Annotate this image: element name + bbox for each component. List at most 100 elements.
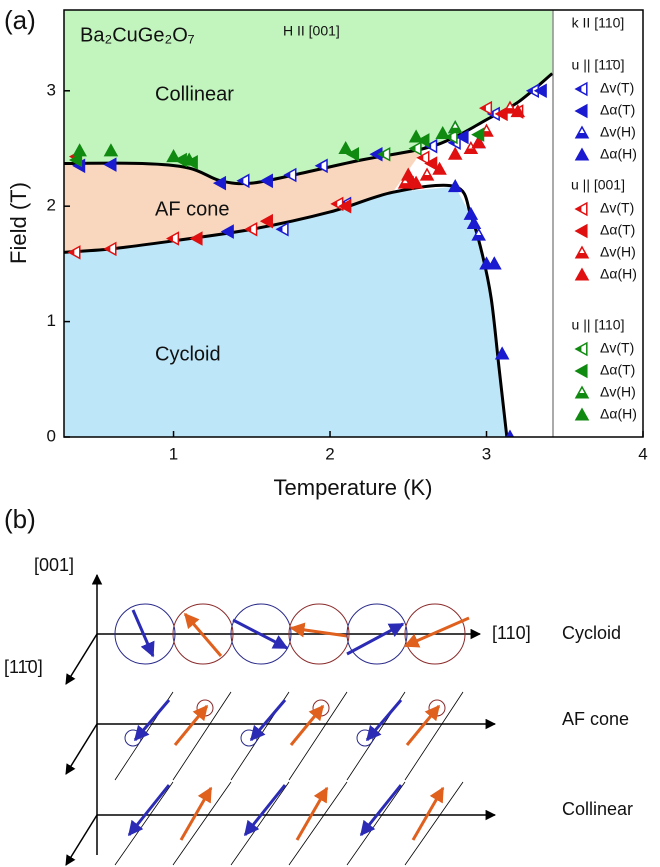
site-line [172,691,232,781]
legend-marker [574,103,588,119]
x-tick-label: 4 [638,444,647,463]
axis-label: [110] [492,623,531,643]
data-point [236,173,250,189]
marker-half [576,253,588,258]
marker-half [245,226,252,233]
site-line [404,691,464,781]
data-point [283,167,297,183]
y-tick-label: 0 [47,426,56,445]
marker-half [104,245,111,252]
spin [289,704,325,746]
subtitle: H II [001] [283,23,340,39]
marker-shape [314,158,328,174]
marker-shape [447,179,463,193]
data-point [471,135,486,149]
data-point [502,100,518,114]
marker-shape [345,146,360,162]
data-point [166,149,181,163]
marker-half [472,235,485,240]
marker-shape [408,129,424,143]
marker-half [167,235,173,242]
spin [179,786,213,841]
legend-label: Δv(T) [600,340,634,356]
marker-shape [400,167,416,181]
site-line [404,781,464,866]
legend-label: Δα(H) [600,146,637,162]
marker-shape [574,363,588,379]
marker-shape [416,133,430,148]
region-label: AF cone [155,198,229,220]
spin [359,784,403,837]
y-tick-label: 1 [47,311,56,330]
spin [346,622,405,656]
data-point [471,227,486,241]
marker-half [576,346,582,352]
spin [127,784,171,837]
spin-cone [288,603,350,665]
legend-marker [574,147,590,161]
spin [133,699,171,742]
site-line [230,781,290,866]
marker-shape [103,143,119,157]
marker-shape [574,267,590,281]
data-point [533,83,547,99]
site-line [114,781,174,866]
legend-group-title: u || [001] [571,177,625,193]
chart-title: Ba₂CuGe₂O₇ [80,24,195,46]
data-point [400,167,416,181]
data-point [408,141,422,156]
data-point [432,161,447,175]
legend-label: Δv(H) [600,384,636,400]
spin [289,622,348,638]
data-point [338,198,352,214]
marker-shape [435,125,450,140]
spin [131,609,155,658]
spin [295,786,329,841]
data-point [103,157,117,172]
marker-half [527,87,533,94]
marker-shape [181,152,197,166]
regions [64,10,554,437]
marker-shape [212,175,227,191]
marker-half [284,172,291,179]
site-line [346,781,406,866]
data-point [466,215,482,230]
spin [183,612,223,657]
region-fill [64,148,424,253]
data-point [314,158,328,174]
marker-shape [259,173,273,189]
data-point [435,125,450,140]
spin-diagram [65,573,497,866]
marker-half [410,145,416,152]
legend-label: Δα(T) [600,102,635,118]
marker-half [331,200,338,207]
legend-marker [574,125,590,139]
marker-shape [68,152,83,168]
region-label: Collinear [155,83,234,105]
data-point [471,127,485,142]
legend-marker [574,245,590,259]
panel-label: (b) [4,504,36,534]
data-point [397,175,413,189]
legend-label: Δv(T) [600,80,634,96]
data-point [478,100,493,116]
axis-label: [001] [34,555,74,575]
marker-shape [574,223,588,239]
data-point [67,245,81,260]
marker-half [277,226,283,233]
data-point [416,150,430,165]
data-point [275,221,289,237]
x-tick-label: 1 [169,444,178,463]
marker-half [417,154,424,161]
data-point [345,146,360,162]
region-fill [64,10,553,184]
legend-label: Δα(H) [600,266,637,282]
y-axis-label: Field (T) [6,182,31,264]
spin [243,784,287,837]
marker-half [237,177,244,184]
spin-cone [114,603,176,665]
marker-shape [189,231,203,246]
marker-half [316,162,322,169]
data-point [212,175,227,191]
